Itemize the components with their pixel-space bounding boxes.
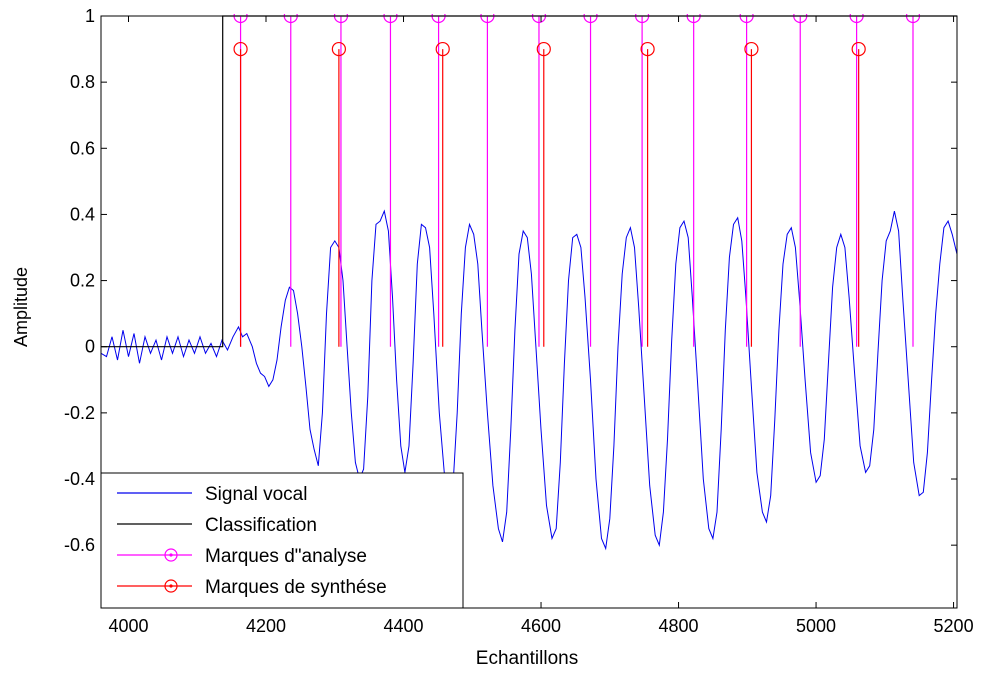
x-tick-label: 5200 <box>934 616 974 636</box>
x-tick-label: 4600 <box>521 616 561 636</box>
legend-label: Signal vocal <box>205 484 307 505</box>
y-tick-label: 0.8 <box>70 72 95 92</box>
y-tick-label: 1 <box>85 6 95 26</box>
plot-area <box>101 14 957 551</box>
legend-label: Marques de synthése <box>205 577 387 598</box>
stem-marker <box>536 41 551 57</box>
stem-marker <box>640 41 655 57</box>
legend-label: Classification <box>205 515 317 536</box>
stem-marker <box>851 41 866 57</box>
y-tick-label: 0 <box>85 337 95 357</box>
stem-marker <box>233 41 248 57</box>
legend-marker <box>164 548 178 562</box>
legend: Signal vocal Classification Marques d"anal… <box>100 472 464 609</box>
x-tick-label: 4800 <box>659 616 699 636</box>
series-line-0 <box>101 209 957 551</box>
x-axis-label: Echantillons <box>476 648 578 669</box>
x-tick-label: 5000 <box>796 616 836 636</box>
y-tick-label: 0.2 <box>70 271 95 291</box>
y-tick-label: -0.4 <box>64 469 95 489</box>
legend-marker <box>164 579 178 593</box>
legend-label: Marques d"analyse <box>205 546 367 567</box>
y-tick-label: -0.6 <box>64 535 95 555</box>
stem-marker <box>331 41 346 57</box>
y-tick-label: -0.2 <box>64 403 95 423</box>
x-tick-label: 4200 <box>246 616 286 636</box>
legend-marker-dot <box>169 584 173 588</box>
y-tick-label: 0.4 <box>70 204 95 224</box>
y-axis-label: Amplitude <box>11 267 31 347</box>
x-tick-label: 4000 <box>108 616 148 636</box>
x-tick-label: 4400 <box>383 616 423 636</box>
legend-marker-dot <box>169 553 173 557</box>
axes-box <box>100 15 958 609</box>
y-tick-label: 0.6 <box>70 138 95 158</box>
stem-marker <box>435 41 450 57</box>
stem-marker <box>744 41 759 57</box>
